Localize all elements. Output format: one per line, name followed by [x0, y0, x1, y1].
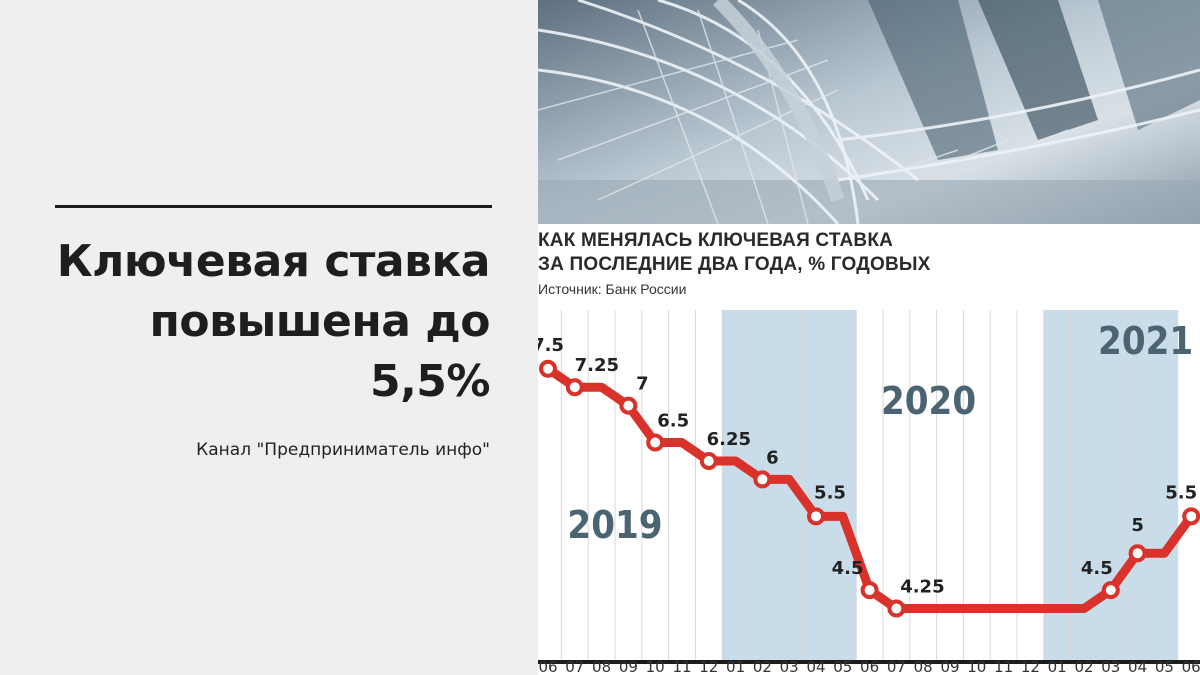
headline-line-2: повышена до — [149, 296, 490, 347]
data-point — [887, 599, 906, 618]
x-tick-label: 06 — [860, 658, 879, 675]
data-label: 6.25 — [707, 429, 751, 450]
data-point — [1182, 507, 1200, 526]
key-rate-chart: 2019 2020 2021 7.5 7.25 7 6.5 6.25 6 5.5 4.5 4.25 4.… — [538, 310, 1200, 675]
left-panel: Ключевая ставка повышена до 5,5% Канал "… — [0, 0, 538, 675]
architecture-photo — [538, 0, 1200, 224]
data-point — [1128, 544, 1147, 563]
x-tick-label: 11 — [994, 658, 1013, 675]
chart-panel: 2019 2020 2021 7.5 7.25 7 6.5 6.25 6 5.5 4.5 4.25 4.… — [538, 224, 1200, 675]
headline-line-3: 5,5% — [369, 356, 491, 407]
x-tick-label: 09 — [619, 658, 638, 675]
x-tick-label: 08 — [592, 658, 611, 675]
x-tick-label: 07 — [565, 658, 584, 675]
year-label-2021: 2021 — [1098, 319, 1193, 363]
data-label: 7.25 — [575, 355, 619, 376]
x-tick-label: 10 — [967, 658, 986, 675]
data-point — [753, 470, 772, 489]
data-point — [807, 507, 825, 526]
chart-source: Источник: Банк России — [538, 281, 687, 297]
data-label: 6.5 — [657, 411, 689, 432]
x-tick-label: 12 — [699, 658, 718, 675]
data-point — [539, 359, 557, 378]
year-label-2019: 2019 — [567, 503, 662, 547]
data-point — [565, 378, 584, 397]
chart-title-line-1: КАК МЕНЯЛАСЬ КЛЮЧЕВАЯ СТАВКА — [538, 230, 894, 251]
x-tick-label: 02 — [1074, 658, 1093, 675]
chart-title-line-2: ЗА ПОСЛЕДНИЕ ДВА ГОДА, % ГОДОВЫХ — [538, 254, 931, 275]
x-tick-label: 12 — [1021, 658, 1040, 675]
x-tick-label: 05 — [833, 658, 852, 675]
x-tick-label: 01 — [726, 658, 745, 675]
x-tick-label: 07 — [887, 658, 906, 675]
x-tick-label: 02 — [753, 658, 772, 675]
data-point — [860, 581, 879, 600]
data-label: 7.5 — [538, 335, 564, 356]
divider-line — [55, 205, 492, 208]
data-label: 5.5 — [1165, 482, 1197, 503]
x-tick-label: 06 — [1182, 658, 1200, 675]
data-label: 4.5 — [1081, 558, 1113, 579]
x-tick-label: 09 — [940, 658, 959, 675]
x-tick-label: 05 — [1155, 658, 1174, 675]
x-tick-label: 03 — [1101, 658, 1120, 675]
data-point — [619, 396, 638, 415]
x-axis-line — [538, 660, 1200, 664]
data-label: 5.5 — [814, 482, 846, 503]
x-tick-label: 01 — [1048, 658, 1067, 675]
data-label: 5 — [1131, 515, 1144, 536]
x-tick-label: 11 — [672, 658, 691, 675]
data-point — [699, 451, 718, 470]
x-tick-label: 04 — [806, 658, 825, 675]
data-label: 6 — [766, 447, 779, 468]
data-point — [1101, 581, 1120, 600]
year-label-2020: 2020 — [881, 379, 976, 423]
data-point — [646, 433, 665, 452]
x-tick-label: 06 — [538, 658, 557, 675]
bridge-illustration — [538, 0, 1200, 224]
data-label: 7 — [636, 374, 649, 395]
headline: Ключевая ставка повышена до 5,5% — [30, 232, 491, 412]
x-tick-label: 03 — [780, 658, 799, 675]
x-tick-label: 10 — [646, 658, 665, 675]
x-tick-label: 04 — [1128, 658, 1147, 675]
data-label: 4.5 — [832, 558, 864, 579]
x-tick-label: 08 — [914, 658, 933, 675]
channel-caption: Канал "Предприниматель инфо" — [196, 440, 490, 460]
data-label: 4.25 — [900, 577, 944, 598]
headline-line-1: Ключевая ставка — [56, 236, 491, 287]
